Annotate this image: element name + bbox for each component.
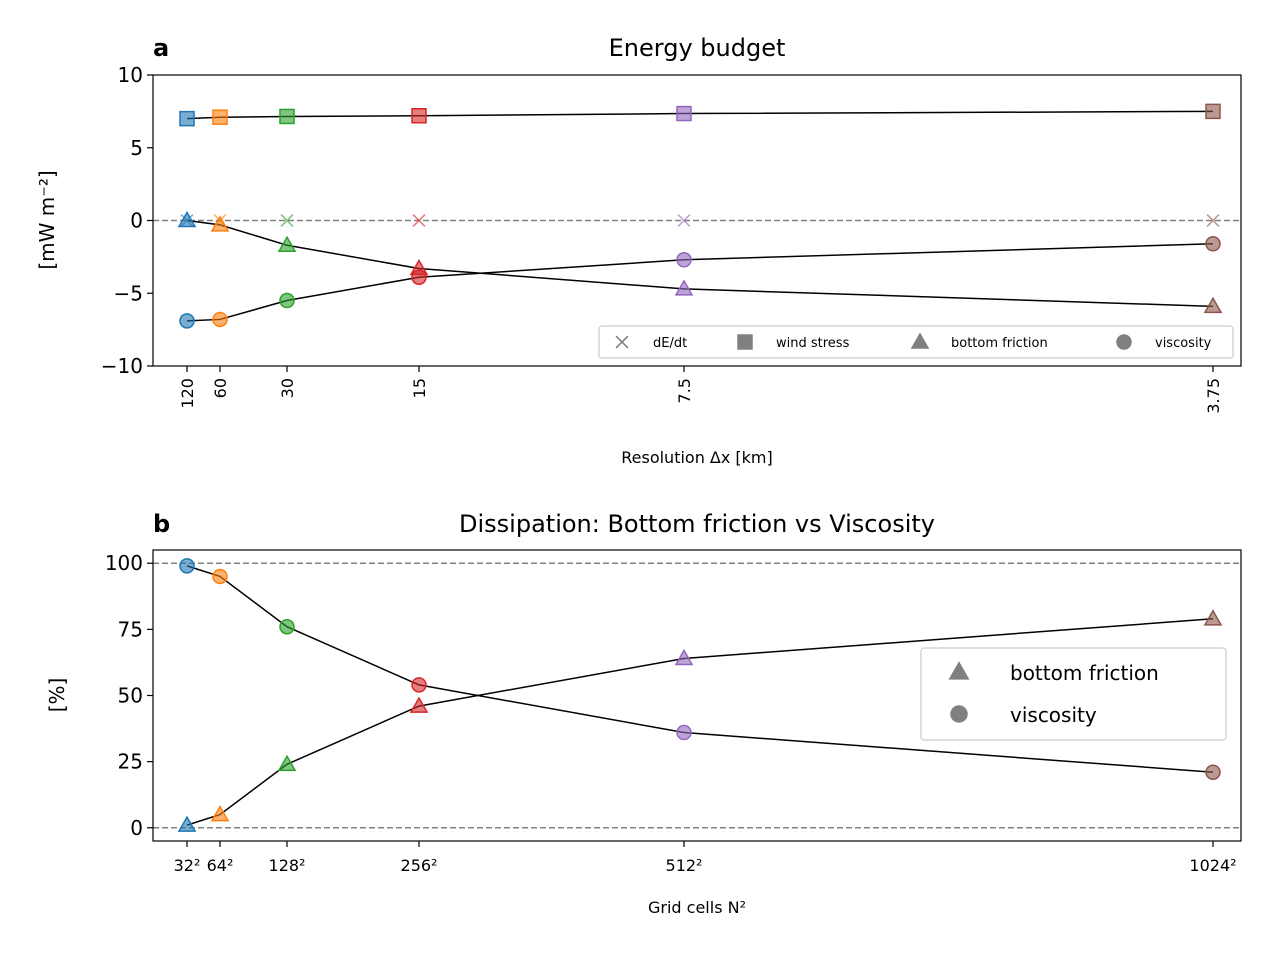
- panel-b-xtick-label: 64²: [207, 856, 234, 875]
- panel-a-legend-label-viscosity: viscosity: [1155, 336, 1212, 351]
- panel-a-ytick-label: −5: [114, 281, 143, 305]
- panel-a-label: a: [153, 34, 169, 62]
- panel-a-point-bottom-friction: [674, 279, 694, 296]
- panel-a-point-wind-stress: [212, 109, 228, 125]
- panel-a-ytick-label: 10: [118, 63, 143, 87]
- panel-a-point-de-dt: [412, 213, 426, 228]
- panel-a-point-viscosity: [279, 292, 295, 309]
- panel-b-xtick-label: 128²: [269, 856, 306, 875]
- panel-a-ytick-label: 0: [130, 209, 143, 233]
- panel-b-point-viscosity: [1205, 764, 1221, 780]
- panel-b-point-bottom-friction: [674, 648, 694, 666]
- panel-b-xtick-label: 512²: [666, 856, 703, 875]
- panel-b-point-viscosity: [279, 618, 295, 635]
- panel-a-xtick-label: 3.75: [1204, 378, 1223, 414]
- panel-b-ytick-label: 75: [118, 617, 143, 641]
- panel-b-legend-frame: [920, 647, 1227, 741]
- panel-a-energy-budget: a Energy budget [mW m⁻²] Resolution Δx […: [35, 34, 1242, 467]
- panel-a-point-wind-stress: [179, 110, 195, 127]
- panel-a-point-de-dt: [1206, 213, 1220, 228]
- panel-b-legend: bottom friction viscosity: [920, 647, 1227, 741]
- panel-a-ytick-label: −10: [101, 354, 143, 378]
- panel-a-xtick-label: 30: [278, 378, 297, 398]
- panel-a-point-viscosity: [212, 311, 228, 328]
- panel-a-legend-marker-bottom-friction: [910, 332, 930, 349]
- panel-b-legend-label-viscosity: viscosity: [1010, 703, 1097, 727]
- panel-a-point-viscosity: [676, 252, 692, 268]
- panel-a-point-de-dt: [677, 213, 691, 228]
- panel-a-ytick-label: 5: [130, 136, 143, 160]
- panel-a-xlabel: Resolution Δx [km]: [621, 448, 773, 467]
- panel-b-point-bottom-friction: [277, 754, 297, 772]
- panel-a-point-wind-stress: [279, 108, 295, 125]
- panel-b-point-bottom-friction: [1203, 609, 1223, 626]
- panel-b-point-bottom-friction: [409, 696, 429, 713]
- panel-a-point-de-dt: [280, 213, 294, 228]
- panel-a-legend-label-de-dt: dE/dt: [653, 336, 687, 351]
- panel-a-point-viscosity: [1205, 236, 1221, 252]
- panel-b-ytick-label: 100: [105, 551, 143, 575]
- panel-a-line-bottom-friction: [186, 219, 1214, 308]
- panel-a-point-viscosity: [179, 313, 195, 329]
- panel-a-xtick-label: 15: [410, 378, 429, 398]
- panel-a-point-wind-stress: [676, 105, 692, 122]
- panel-b-ylabel: [%]: [45, 678, 69, 713]
- panel-a-legend-marker-de-dt: [615, 335, 629, 349]
- panel-b-point-viscosity: [676, 724, 692, 741]
- panel-b-point-viscosity: [179, 558, 195, 574]
- panel-a-title: Energy budget: [609, 34, 786, 62]
- panel-b-point-viscosity: [212, 568, 228, 585]
- panel-b-point-bottom-friction: [210, 804, 230, 822]
- panel-a-point-bottom-friction: [177, 210, 197, 228]
- panel-b-dissipation: b Dissipation: Bottom friction vs Viscos…: [45, 510, 1242, 917]
- panel-a-point-bottom-friction: [1203, 296, 1223, 314]
- panel-b-label: b: [153, 510, 170, 538]
- panel-a-point-bottom-friction: [277, 235, 297, 253]
- panel-b-ytick-label: 0: [130, 816, 143, 840]
- panel-b-xtick-label: 256²: [401, 856, 438, 875]
- panel-a-point-wind-stress: [411, 107, 427, 124]
- panel-b-point-viscosity: [411, 677, 427, 693]
- panel-b-point-bottom-friction: [177, 815, 197, 832]
- panel-b-legend-label-bottom-friction: bottom friction: [1010, 661, 1159, 685]
- panel-a-xtick-label: 120: [178, 378, 197, 409]
- panel-a-legend-marker-wind-stress: [737, 334, 753, 350]
- panel-a-legend-label-bottom-friction: bottom friction: [951, 336, 1048, 351]
- panel-a-xtick-label: 7.5: [675, 378, 694, 403]
- panel-b-xtick-label: 32²: [174, 856, 201, 875]
- panel-a-xtick-label: 60: [211, 378, 230, 398]
- panel-a-legend-marker-viscosity: [1116, 334, 1132, 350]
- panel-b-title: Dissipation: Bottom friction vs Viscosit…: [459, 510, 935, 538]
- panel-a-legend-label-wind-stress: wind stress: [776, 336, 850, 351]
- panel-a-point-viscosity: [411, 269, 427, 285]
- panel-b-legend-marker-viscosity: [950, 705, 968, 723]
- panel-b-ytick-label: 50: [118, 684, 143, 708]
- panel-b-ytick-label: 25: [118, 750, 143, 774]
- panel-a-point-wind-stress: [1205, 103, 1221, 120]
- panel-b-legend-marker-bottom-friction: [948, 661, 970, 680]
- panel-b-xlabel: Grid cells N²: [648, 898, 746, 917]
- panel-a-ylabel: [mW m⁻²]: [35, 170, 59, 269]
- panel-a-line-wind-stress: [186, 110, 1214, 120]
- panel-b-xtick-label: 1024²: [1189, 856, 1236, 875]
- panel-a-legend: dE/dt wind stress bottom friction viscosity: [598, 325, 1234, 359]
- panel-a-point-bottom-friction: [210, 215, 230, 232]
